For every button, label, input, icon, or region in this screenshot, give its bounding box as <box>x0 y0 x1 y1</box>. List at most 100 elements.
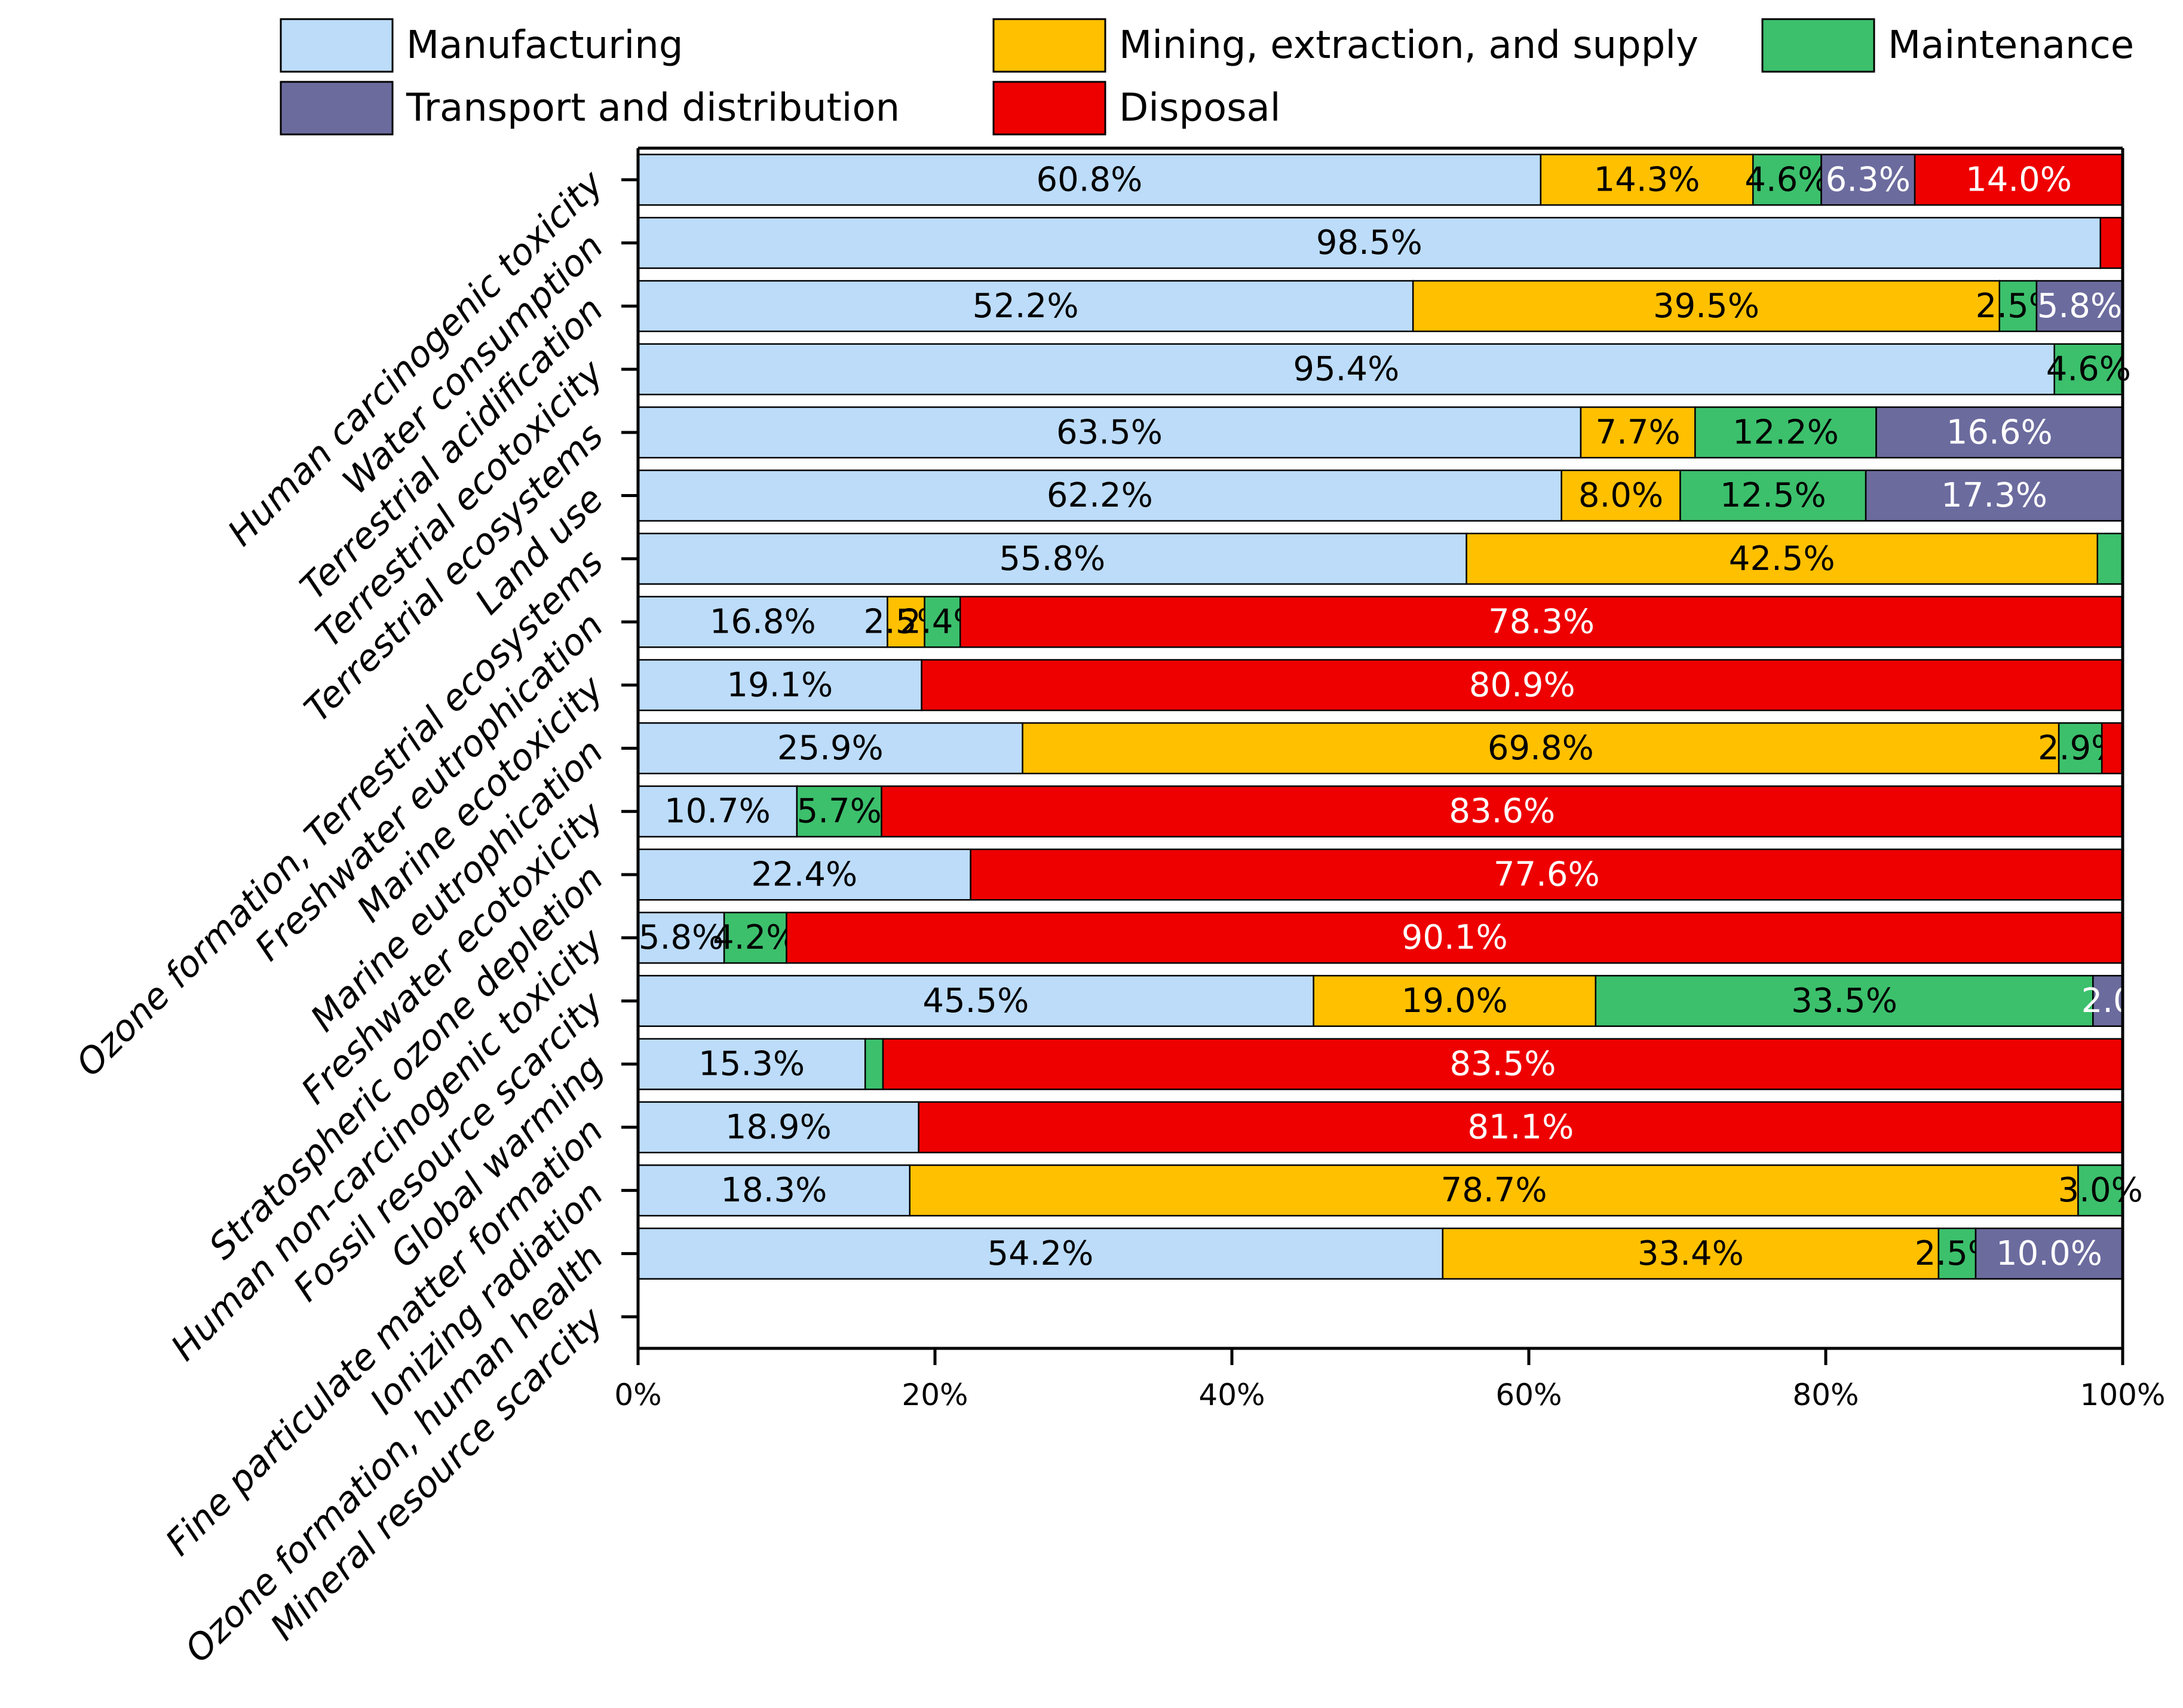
bar-manufacturing <box>637 532 1467 585</box>
bar-maintenance <box>1679 470 1867 522</box>
data-label: 8.0% <box>1578 476 1663 515</box>
data-label: 45.5% <box>922 982 1029 1020</box>
bar-row-fine-particulate-matter-formation: 18.9% 81.1% <box>637 1101 2124 1154</box>
bar-manufacturing <box>637 343 2055 395</box>
legend-item-disposal: Disposal <box>992 81 1281 136</box>
legend-swatch <box>992 18 1106 73</box>
data-label: 4.2% <box>713 918 798 957</box>
bar-maintenance <box>1752 154 1822 206</box>
bar-maintenance <box>2077 1164 2124 1217</box>
bars-layer: 60.8% 14.3% 4.6%6.3% 14.0%98.5%52.2% 39.5% 2.… <box>637 154 2143 1280</box>
bar-row-marine-ecotoxicity: 19.1% 80.9% <box>637 659 2124 712</box>
legend: Manufacturing Mining, extraction, and sup… <box>280 18 2134 136</box>
data-label: 19.1% <box>726 666 833 704</box>
bar-disposal <box>882 1038 2124 1090</box>
legend-label: Mining, extraction, and supply <box>1119 23 1698 68</box>
bar-maintenance <box>1694 406 1877 459</box>
data-label: 83.6% <box>1449 792 1555 831</box>
bar-row-ozone-formation-terrestrial-ecosystems: 55.8% 42.5% <box>637 532 2124 585</box>
bar-manufacturing <box>637 406 1582 459</box>
data-label: 19.0% <box>1402 982 1508 1020</box>
data-label: 3.0% <box>2058 1171 2143 1210</box>
bar-maintenance <box>1998 280 2038 332</box>
x-tick-label: 0% <box>614 1378 661 1412</box>
data-label: 81.1% <box>1467 1108 1574 1146</box>
data-label: 10.7% <box>664 792 771 831</box>
data-label: 98.5% <box>1316 223 1422 262</box>
data-label: 14.3% <box>1594 160 1700 199</box>
bar-manufacturing <box>637 1164 911 1217</box>
data-label: 80.9% <box>1469 666 1575 704</box>
data-label: 52.2% <box>973 287 1079 326</box>
data-label: 90.1% <box>1402 918 1508 957</box>
data-label: 4.6% <box>2046 350 2131 389</box>
legend-label: Disposal <box>1119 86 1281 130</box>
bar-mining-extraction-and-supply <box>1412 280 2000 332</box>
bar-maintenance <box>796 785 882 838</box>
legend-label: Maintenance <box>1888 23 2134 68</box>
data-label: 6.3% <box>1826 160 1911 199</box>
bar-maintenance <box>2053 343 2124 395</box>
data-label: 12.2% <box>1733 413 1839 452</box>
legend-swatch <box>992 81 1106 136</box>
bar-disposal <box>970 848 2124 901</box>
bar-row-human-non-carcinogenic-toxicity: 5.8%4.2% 90.1% <box>637 912 2124 964</box>
x-tick-label: 40% <box>1198 1378 1265 1412</box>
bar-disposal <box>921 659 2124 712</box>
data-label: 69.8% <box>1488 729 1594 768</box>
legend-swatch <box>280 18 394 73</box>
bar-manufacturing <box>637 848 971 901</box>
legend-item-maintenance: Maintenance <box>1761 18 2134 73</box>
data-label: 5.8% <box>2037 287 2122 326</box>
data-label: 2.0 <box>2081 982 2135 1020</box>
bar-row-freshwater-eutrophication: 16.8% 2.5%2.4% 78.3% <box>637 596 2124 648</box>
bar-maintenance <box>1595 974 2094 1027</box>
bar-mining-extraction-and-supply <box>1442 1227 1940 1280</box>
data-label: 60.8% <box>1036 160 1142 199</box>
bar-manufacturing <box>637 154 1542 206</box>
data-label: 4.6% <box>1744 160 1829 199</box>
data-label: 16.8% <box>710 603 816 642</box>
bar-row-global-warming: 15.3% 83.5% <box>637 1038 2124 1090</box>
bar-row-stratospheric-ozone-depletion: 22.4% 77.6% <box>637 848 2124 901</box>
bar-manufacturing <box>637 1101 919 1154</box>
data-label: 77.6% <box>1494 855 1600 894</box>
legend-label: Transport and distribution <box>406 86 900 130</box>
data-label: 7.7% <box>1596 413 1681 452</box>
bar-mining-extraction-and-supply <box>1580 406 1696 459</box>
x-tick-label: 20% <box>902 1378 968 1412</box>
legend-swatch <box>1761 18 1875 73</box>
data-label: 62.2% <box>1047 476 1153 515</box>
bar-manufacturing <box>637 596 888 648</box>
x-tick-label: 60% <box>1495 1378 1562 1412</box>
bar-row-terrestrial-ecosystems: 63.5% 7.7% 12.2% 16.6% <box>637 406 2124 459</box>
bar-maintenance <box>2096 532 2124 585</box>
axes-layer: 0% 20% 40% 60% 80% 100% <box>614 146 2165 1412</box>
bar-mining-extraction-and-supply <box>1022 722 2060 775</box>
bar-row-ionizing-radiation: 18.3% 78.7% 3.0% <box>637 1164 2143 1217</box>
bar-maintenance <box>723 912 787 964</box>
bar-disposal <box>2101 722 2124 775</box>
data-label: 14.0% <box>1966 160 2072 199</box>
data-label: 5.7% <box>797 792 882 831</box>
bar-manufacturing <box>637 659 922 712</box>
bar-transport-and-distribution <box>2035 280 2124 332</box>
data-label: 25.9% <box>777 729 884 768</box>
data-label: 33.4% <box>1638 1234 1744 1273</box>
data-label: 95.4% <box>1293 350 1399 389</box>
bar-row-land-use: 62.2% 8.0% 12.5% 17.3% <box>637 470 2124 522</box>
bar-disposal <box>2099 217 2124 269</box>
data-label: 42.5% <box>1729 539 1835 578</box>
legend-item-mining-extraction-and-supply: Mining, extraction, and supply <box>992 18 1698 73</box>
data-label: 78.3% <box>1488 603 1595 642</box>
bar-mining-extraction-and-supply <box>1465 532 2099 585</box>
bar-manufacturing <box>637 1227 1444 1280</box>
bar-mining-extraction-and-supply <box>1313 974 1597 1027</box>
category-label-fine-particulate-matter-formation: Fine particulate matter formation <box>158 1110 612 1564</box>
data-label: 12.5% <box>1720 476 1826 515</box>
bar-mining-extraction-and-supply <box>1560 470 1681 522</box>
bar-row-fossil-resource-scarcity: 45.5% 19.0% 33.5% 2.0 <box>637 974 2135 1027</box>
data-label: 10.0% <box>1996 1234 2102 1273</box>
